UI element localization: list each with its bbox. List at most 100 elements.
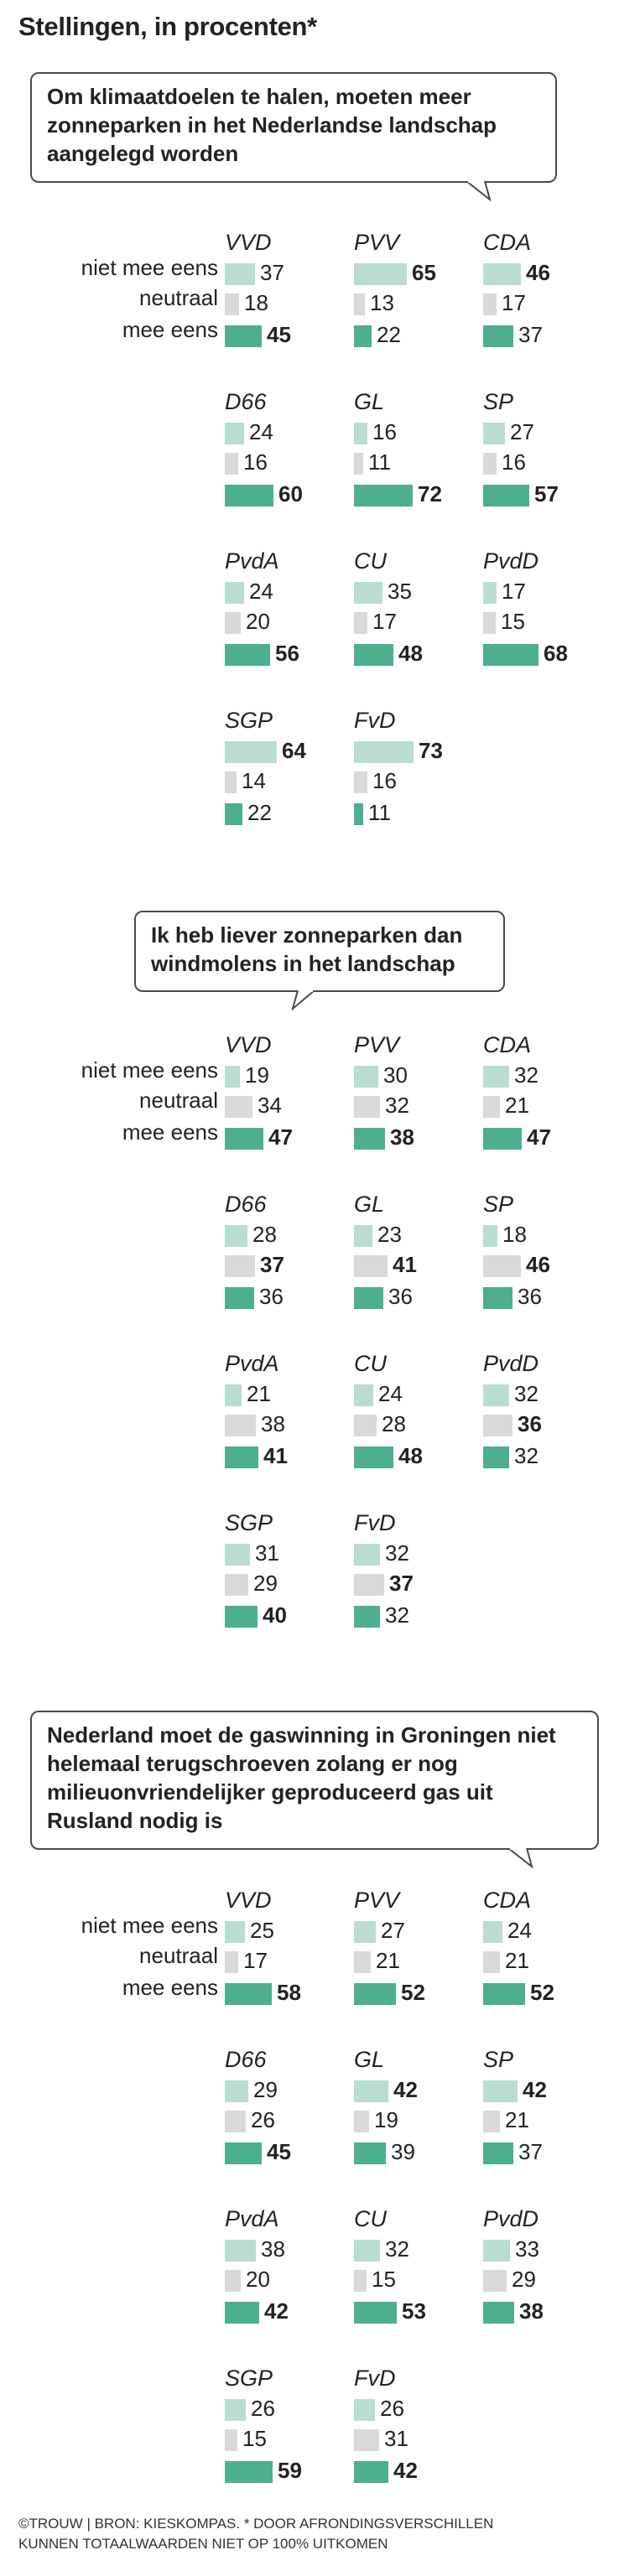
bar-sgp-niet-mee-eens [225,741,277,763]
row-label-neutraal: neutraal [139,285,218,310]
party-name-vvd: VVD [225,1888,272,1913]
party-name-sgp: SGP [225,2366,273,2391]
footnote-line-2: KUNNEN TOTAALWAARDEN NIET OP 100% UITKOM… [18,2536,388,2552]
bar-pvv-niet-mee-eens [354,1066,378,1088]
bar-d66-mee-eens [225,485,273,506]
bar-sp-neutraal [483,453,497,475]
bar-d66-niet-mee-eens [225,2080,248,2102]
bar-pvdd-mee-eens [483,1446,509,1468]
party-name-sgp: SGP [225,708,273,733]
bar-cda-neutraal [483,1951,500,1973]
party-name-pvv: PVV [354,1032,400,1057]
value-label-cu-neutraal: 15 [372,2267,396,2292]
party-name-gl: GL [354,1192,385,1217]
bar-sgp-mee-eens [225,803,242,825]
bar-fvd-mee-eens [354,803,363,825]
party-name-sgp: SGP [225,1510,273,1535]
bar-d66-neutraal [225,453,238,475]
value-label-cu-mee-eens: 48 [398,641,423,666]
bar-gl-neutraal [354,2111,369,2132]
bar-fvd-niet-mee-eens [354,2399,375,2421]
value-label-pvda-mee-eens: 41 [263,1443,288,1468]
party-name-cu: CU [354,548,387,574]
page-title: Stellingen, in procenten* [18,12,317,41]
value-label-pvdd-neutraal: 15 [501,609,525,634]
value-label-cda-niet-mee-eens: 24 [507,1918,532,1943]
bar-sgp-niet-mee-eens [225,1544,250,1566]
bar-fvd-mee-eens [354,1606,380,1628]
value-label-sp-niet-mee-eens: 42 [523,2077,547,2102]
bar-pvv-mee-eens [354,325,372,347]
value-label-cu-mee-eens: 53 [402,2298,426,2324]
bar-pvv-mee-eens [354,1983,396,2005]
bar-sgp-neutraal [225,771,237,793]
value-label-sgp-niet-mee-eens: 64 [282,738,306,763]
bar-sp-niet-mee-eens [483,423,505,444]
value-label-cda-mee-eens: 37 [518,322,543,347]
value-label-pvv-neutraal: 21 [376,1948,400,1973]
bar-pvda-niet-mee-eens [225,582,244,604]
party-name-pvda: PvdA [225,1351,279,1376]
bar-gl-niet-mee-eens [354,423,367,444]
party-name-pvdd: PvdD [483,548,539,574]
bar-fvd-neutraal [354,2429,379,2451]
value-label-vvd-niet-mee-eens: 37 [260,260,284,285]
value-label-cu-niet-mee-eens: 24 [378,1381,403,1406]
bar-cu-mee-eens [354,2302,397,2324]
bar-cu-mee-eens [354,644,393,666]
bar-pvda-niet-mee-eens [225,1384,242,1406]
value-label-pvda-niet-mee-eens: 21 [247,1381,271,1406]
bar-sgp-neutraal [225,1574,248,1596]
bar-d66-neutraal [225,2111,246,2132]
value-label-pvda-neutraal: 20 [246,609,270,634]
value-label-d66-niet-mee-eens: 24 [249,419,273,444]
value-label-sp-neutraal: 16 [502,449,526,475]
value-label-gl-mee-eens: 72 [418,481,442,506]
bar-sp-neutraal [483,1255,521,1277]
value-label-fvd-niet-mee-eens: 73 [419,738,443,763]
bar-pvdd-neutraal [483,2270,507,2292]
bar-sgp-mee-eens [225,1606,258,1628]
party-name-d66: D66 [225,389,267,414]
bar-fvd-niet-mee-eens [354,741,414,763]
bar-cda-niet-mee-eens [483,1921,502,1943]
value-label-sgp-neutraal: 29 [253,1571,278,1596]
value-label-gl-niet-mee-eens: 23 [377,1222,402,1247]
party-name-cu: CU [354,1351,387,1376]
value-label-pvda-niet-mee-eens: 38 [261,2236,285,2262]
bar-cu-neutraal [354,612,367,634]
bar-cda-niet-mee-eens [483,263,521,285]
bar-cu-niet-mee-eens [354,1384,373,1406]
party-name-cda: CDA [483,230,532,255]
bar-sp-mee-eens [483,2142,513,2164]
value-label-pvdd-niet-mee-eens: 17 [502,579,526,604]
value-label-pvdd-mee-eens: 68 [544,641,568,666]
value-label-fvd-mee-eens: 42 [393,2458,418,2483]
party-name-d66: D66 [225,1192,267,1217]
party-name-sp: SP [483,389,514,414]
bubble-tail [508,1848,533,1868]
party-name-fvd: FvD [354,708,396,733]
bar-sgp-neutraal [225,2429,237,2451]
value-label-cda-niet-mee-eens: 32 [514,1062,539,1088]
statement-text: Nederland moet de gaswinning in Groninge… [47,1722,556,1833]
value-label-sp-neutraal: 46 [526,1252,550,1277]
bar-sp-niet-mee-eens [483,1225,497,1247]
bar-pvdd-mee-eens [483,644,539,666]
bar-d66-neutraal [225,1255,255,1277]
bar-gl-mee-eens [354,1287,383,1309]
value-label-cda-neutraal: 21 [505,1093,529,1118]
value-label-gl-mee-eens: 36 [388,1284,413,1309]
bar-sp-niet-mee-eens [483,2080,518,2102]
value-label-cda-mee-eens: 47 [527,1124,551,1150]
bar-cu-neutraal [354,2270,367,2292]
bar-cda-mee-eens [483,1128,522,1150]
value-label-d66-neutraal: 26 [251,2107,275,2132]
value-label-cda-mee-eens: 52 [530,1980,554,2005]
bar-cu-mee-eens [354,1446,393,1468]
value-label-sp-niet-mee-eens: 18 [502,1222,527,1247]
bar-pvdd-neutraal [483,1415,513,1436]
value-label-sp-mee-eens: 57 [534,481,559,506]
value-label-pvv-neutraal: 32 [385,1093,409,1118]
value-label-vvd-mee-eens: 45 [267,322,291,347]
